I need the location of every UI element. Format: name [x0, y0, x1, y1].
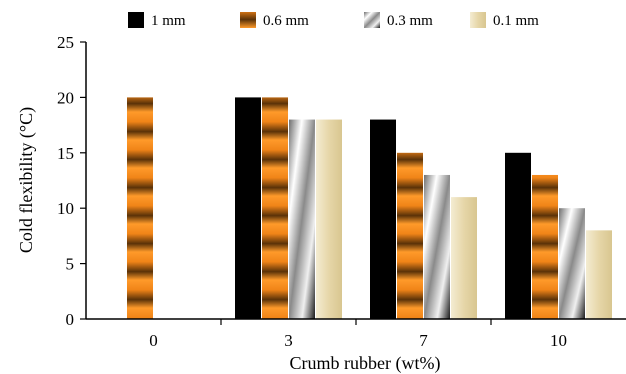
- y-axis-ticks: 0 5 10 15 20 25: [57, 33, 86, 329]
- bar-0_6mm-cat-0: [127, 97, 153, 320]
- y-tick-label: 20: [57, 88, 74, 107]
- bar-0_6mm-cat-7: [397, 152, 423, 319]
- legend-swatch: [128, 12, 144, 28]
- legend-swatch: [364, 12, 380, 28]
- legend: 1 mm 0.6 mm 0.3 mm 0.1 mm: [128, 12, 539, 29]
- legend-swatch: [240, 12, 256, 28]
- legend-swatch: [470, 12, 486, 28]
- legend-label: 0.6 mm: [263, 13, 309, 29]
- bar-1mm-cat-3: [235, 97, 261, 320]
- y-tick-label: 0: [66, 310, 75, 329]
- y-tick-label: 5: [66, 255, 75, 274]
- y-axis-title: Cold flexibility (°C): [16, 107, 37, 253]
- bar-0_3mm-cat-3: [289, 119, 315, 319]
- x-tick-label: 0: [149, 331, 158, 350]
- bar-1mm-cat-7: [370, 119, 396, 319]
- y-tick-label: 25: [57, 33, 74, 52]
- bar-0_3mm-cat-7: [424, 174, 450, 319]
- bar-0_1mm-cat-3: [316, 119, 342, 319]
- legend-label: 0.1 mm: [493, 13, 539, 29]
- bars: [127, 97, 612, 320]
- bar-0_6mm-cat-10: [532, 174, 558, 319]
- bar-0_3mm-cat-10: [559, 208, 585, 319]
- bar-0_1mm-cat-10: [586, 230, 612, 319]
- bar-0_6mm-cat-3: [262, 97, 288, 320]
- legend-label: 0.3 mm: [387, 13, 433, 29]
- y-tick-label: 10: [57, 199, 74, 218]
- y-tick-label: 15: [57, 144, 74, 163]
- bar-1mm-cat-10: [505, 152, 531, 319]
- x-tick-label: 3: [284, 331, 293, 350]
- x-axis-ticks: 0 3 7 10: [149, 319, 567, 350]
- x-axis-title: Crumb rubber (wt%): [290, 353, 441, 374]
- x-tick-label: 7: [419, 331, 428, 350]
- bar-0_1mm-cat-7: [451, 197, 477, 319]
- x-tick-label: 10: [550, 331, 567, 350]
- legend-label: 1 mm: [151, 13, 186, 29]
